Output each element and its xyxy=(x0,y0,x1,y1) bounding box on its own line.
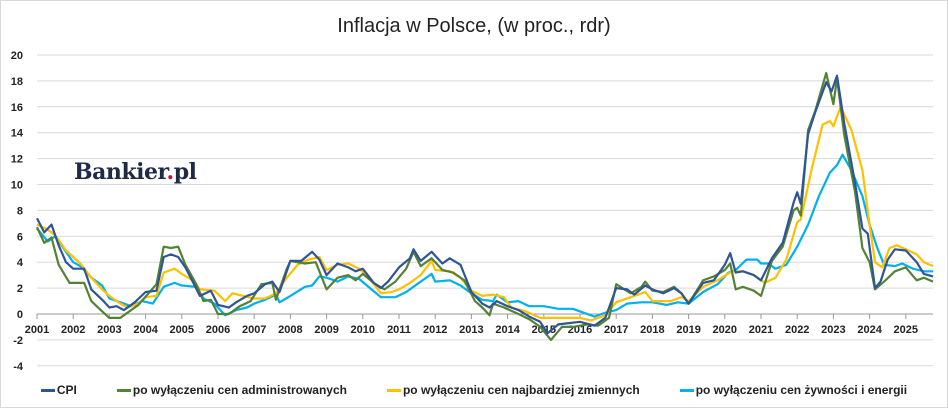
x-tick-label: 2013 xyxy=(459,324,483,336)
y-tick-label: 16 xyxy=(11,102,23,114)
y-tick-label: 6 xyxy=(17,231,23,243)
x-tick-label: 2006 xyxy=(206,324,230,336)
series-line-1 xyxy=(36,72,934,341)
legend-item: po wyłączeniu cen najbardziej zmiennych xyxy=(386,383,640,397)
bankier-logo: Bankier.pl xyxy=(74,159,197,185)
legend-item: po wyłączeniu cen administrowanych xyxy=(116,383,347,397)
x-tick-label: 2007 xyxy=(242,324,266,336)
x-tick-label: 2010 xyxy=(351,324,375,336)
x-tick-label: 2005 xyxy=(170,324,194,336)
series-line-2 xyxy=(36,105,934,322)
x-tick-label: 2012 xyxy=(423,324,447,336)
y-tick-label: 8 xyxy=(17,205,23,217)
legend-label: CPI xyxy=(56,383,77,397)
y-tick-label: 10 xyxy=(11,180,23,192)
legend-swatch xyxy=(40,388,55,392)
x-tick-label: 2023 xyxy=(821,324,845,336)
x-tick-label: 2022 xyxy=(785,324,809,336)
y-tick-label: 14 xyxy=(11,128,24,140)
x-tick-label: 2002 xyxy=(61,324,85,336)
x-tick-label: 2025 xyxy=(894,324,918,336)
x-tick-label: 2008 xyxy=(278,324,302,336)
series-line-0 xyxy=(36,74,934,335)
legend-swatch xyxy=(116,388,131,392)
x-tick-label: 2009 xyxy=(314,324,338,336)
x-tick-label: 2020 xyxy=(713,324,737,336)
x-tick-label: 2001 xyxy=(25,324,49,336)
x-tick-label: 2019 xyxy=(676,324,700,336)
y-tick-label: 2 xyxy=(17,283,23,295)
y-tick-label: -2 xyxy=(13,335,23,347)
y-tick-label: 18 xyxy=(11,76,23,88)
legend-label: po wyłączeniu cen najbardziej zmiennych xyxy=(402,383,640,397)
legend-swatch xyxy=(386,388,401,392)
y-tick-label: 4 xyxy=(17,257,24,269)
chart-title: Inflacja w Polsce, (w proc., rdr) xyxy=(337,15,611,37)
legend-swatch xyxy=(679,388,694,392)
y-tick-label: -4 xyxy=(13,361,24,373)
x-tick-label: 2011 xyxy=(387,324,411,336)
series-line-3 xyxy=(36,153,933,318)
y-tick-label: 0 xyxy=(17,309,23,321)
legend-item: CPI xyxy=(40,383,77,397)
legend-label: po wyłączeniu cen administrowanych xyxy=(132,383,347,397)
legend-item: po wyłączeniu cen żywności i energii xyxy=(679,383,908,397)
x-tick-label: 2003 xyxy=(97,324,121,336)
legend: CPI po wyłączeniu cen administrowanych po … xyxy=(1,383,947,397)
legend-label: po wyłączeniu cen żywności i energii xyxy=(695,383,908,397)
y-tick-label: 20 xyxy=(11,50,23,62)
x-tick-label: 2014 xyxy=(495,324,520,336)
x-tick-label: 2021 xyxy=(749,324,773,336)
x-tick-label: 2017 xyxy=(604,324,628,336)
x-tick-label: 2018 xyxy=(640,324,664,336)
y-tick-label: 12 xyxy=(11,154,23,166)
x-tick-label: 2024 xyxy=(857,324,882,336)
x-tick-label: 2004 xyxy=(133,324,158,336)
